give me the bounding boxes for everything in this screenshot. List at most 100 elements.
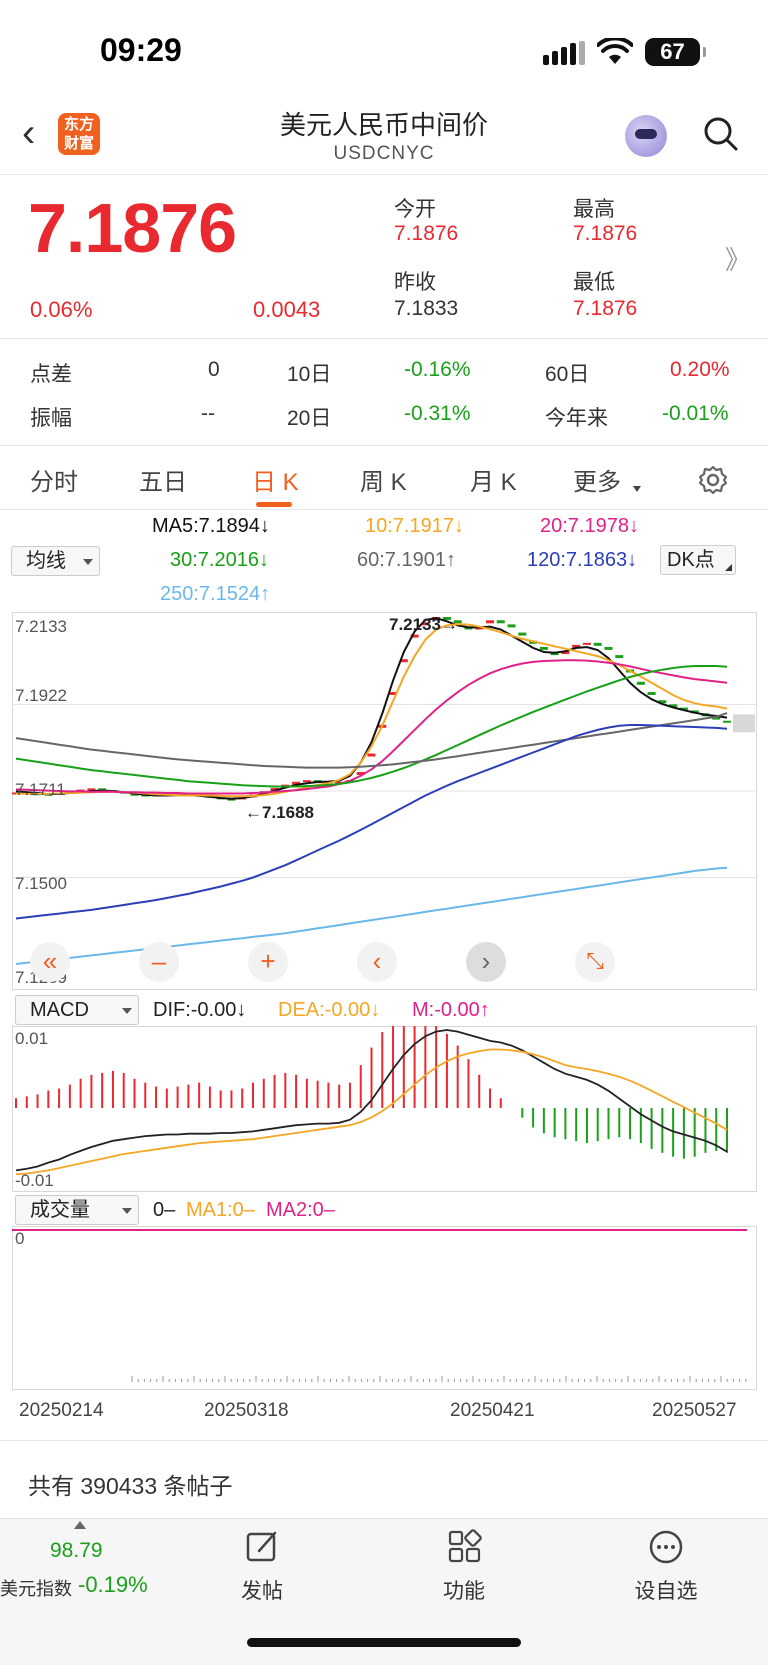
post-count[interactable]: 共有 390433 条帖子 bbox=[28, 1473, 233, 1499]
candle bbox=[453, 620, 462, 624]
candle bbox=[399, 659, 408, 663]
add-watchlist-button[interactable]: 设自选 bbox=[634, 1580, 698, 1603]
macd-chart[interactable] bbox=[12, 1026, 757, 1192]
tab-5day[interactable]: 五日 bbox=[139, 469, 187, 496]
compose-icon[interactable] bbox=[245, 1529, 281, 1565]
macd-dea-line bbox=[15, 1048, 728, 1176]
candle bbox=[679, 707, 688, 711]
macd-y-top: 0.01 bbox=[15, 1029, 49, 1048]
y-tick-3: 7.1500 bbox=[15, 874, 67, 893]
volume-frame bbox=[12, 1226, 757, 1390]
wifi-icon bbox=[597, 38, 633, 64]
low-marker: ←7.1688 bbox=[245, 803, 314, 822]
date-label: 20250318 bbox=[204, 1400, 289, 1421]
tab-more[interactable]: 更多 bbox=[573, 469, 621, 496]
date-label: 20250527 bbox=[652, 1400, 737, 1421]
candle bbox=[87, 788, 96, 791]
ma-line-ma20 bbox=[15, 659, 728, 795]
open-value: 7.1876 bbox=[394, 222, 459, 245]
grid-icon[interactable] bbox=[447, 1529, 483, 1565]
candle bbox=[410, 634, 419, 638]
zoom-in-button[interactable]: + bbox=[248, 942, 288, 982]
tab-weekly-k[interactable]: 周 K bbox=[360, 469, 407, 496]
post-button[interactable]: 发帖 bbox=[241, 1580, 283, 1603]
macd-frame bbox=[12, 1026, 757, 1192]
y-tick-1: 7.1922 bbox=[15, 686, 67, 705]
candle bbox=[130, 793, 139, 796]
ma-line-ma30 bbox=[15, 665, 728, 788]
divider bbox=[0, 1440, 768, 1441]
indicator-select[interactable]: 均线 bbox=[11, 546, 100, 576]
volume-ma1: MA1:0– bbox=[186, 1199, 255, 1221]
date-label: 20250421 bbox=[450, 1400, 535, 1421]
logo-line1: 东方 bbox=[63, 116, 94, 133]
dk-point-toggle[interactable]: DK点 bbox=[660, 545, 736, 575]
candle bbox=[442, 617, 451, 620]
ma120-value: 120:7.1863↓ bbox=[527, 549, 638, 571]
more-dots-icon[interactable] bbox=[648, 1529, 684, 1565]
candle bbox=[593, 642, 602, 646]
y-tick-0: 7.2133 bbox=[15, 617, 67, 636]
back-icon[interactable]: ‹ bbox=[22, 111, 36, 155]
candle bbox=[98, 788, 107, 791]
high-value: 7.1876 bbox=[573, 222, 638, 245]
zoom-out-button[interactable]: – bbox=[139, 942, 179, 982]
candle bbox=[723, 720, 731, 723]
index-value[interactable]: 98.79 bbox=[50, 1539, 103, 1562]
dk-corner-icon bbox=[725, 564, 732, 571]
low-value: 7.1876 bbox=[573, 297, 638, 320]
macd-dif-line bbox=[15, 1029, 728, 1172]
candle bbox=[658, 700, 667, 704]
index-change[interactable]: -0.19% bbox=[78, 1572, 148, 1597]
candle bbox=[421, 622, 430, 626]
tab-monthly-k[interactable]: 月 K bbox=[470, 469, 517, 496]
macd-dif: DIF:-0.00↓ bbox=[153, 999, 247, 1021]
assistant-icon[interactable] bbox=[625, 115, 667, 157]
candle bbox=[496, 620, 505, 624]
tab-intraday[interactable]: 分时 bbox=[30, 469, 78, 496]
candle bbox=[12, 792, 20, 795]
y-tick-2: 7.1711 bbox=[15, 780, 66, 799]
ma60-value: 60:7.1901↑ bbox=[357, 549, 456, 571]
prev-close-label: 昨收 bbox=[394, 271, 436, 294]
candle bbox=[636, 681, 645, 685]
kline-chart[interactable] bbox=[12, 612, 757, 990]
macd-select[interactable]: MACD bbox=[15, 995, 139, 1025]
candle bbox=[550, 653, 559, 656]
scroll-right-button[interactable]: › bbox=[466, 942, 506, 982]
volume-y-top: 0 bbox=[15, 1229, 25, 1248]
search-icon[interactable] bbox=[702, 115, 738, 151]
volume-ma2: MA2:0– bbox=[266, 1199, 335, 1221]
amplitude-value: -- bbox=[201, 402, 215, 425]
candle bbox=[518, 632, 527, 636]
candle bbox=[302, 780, 311, 783]
candle bbox=[669, 704, 678, 708]
scroll-left-button[interactable]: ‹ bbox=[357, 942, 397, 982]
ma5-value: MA5:7.1894↓ bbox=[152, 515, 270, 537]
candle bbox=[507, 624, 516, 628]
fullscreen-button[interactable]: ⤡ bbox=[575, 942, 615, 982]
tab-daily-k[interactable]: 日 K bbox=[252, 469, 299, 496]
signal-icon bbox=[543, 41, 585, 65]
volume-select[interactable]: 成交量 bbox=[15, 1195, 139, 1225]
prev-close-value: 7.1833 bbox=[394, 297, 459, 320]
candle bbox=[486, 620, 494, 624]
stats-panel: 点差 0 10日 -0.16% 60日 0.20% 振幅 -- 20日 -0.3… bbox=[0, 338, 768, 446]
candle bbox=[615, 655, 624, 659]
function-button[interactable]: 功能 bbox=[443, 1580, 485, 1603]
candle bbox=[647, 692, 656, 696]
candle bbox=[356, 771, 365, 775]
volume-chart[interactable] bbox=[12, 1226, 757, 1390]
low-marker-value: 7.1688 bbox=[262, 803, 314, 822]
status-time: 09:29 bbox=[100, 32, 182, 68]
header: ‹ 东方 财富 美元人民币中间价 USDCNYC bbox=[0, 95, 768, 175]
ytd-label: 今年来 bbox=[545, 407, 608, 430]
ma-line-ma10 bbox=[15, 623, 728, 798]
battery-icon: 67 bbox=[645, 38, 706, 66]
more-quote-icon[interactable]: 》 bbox=[725, 245, 752, 275]
gear-icon[interactable] bbox=[697, 464, 729, 496]
index-label[interactable]: 美元指数 bbox=[0, 1579, 72, 1599]
ma20-value: 20:7.1978↓ bbox=[540, 515, 639, 537]
expand-up-icon[interactable] bbox=[74, 1521, 86, 1529]
scroll-left-fast-button[interactable]: « bbox=[30, 942, 70, 982]
